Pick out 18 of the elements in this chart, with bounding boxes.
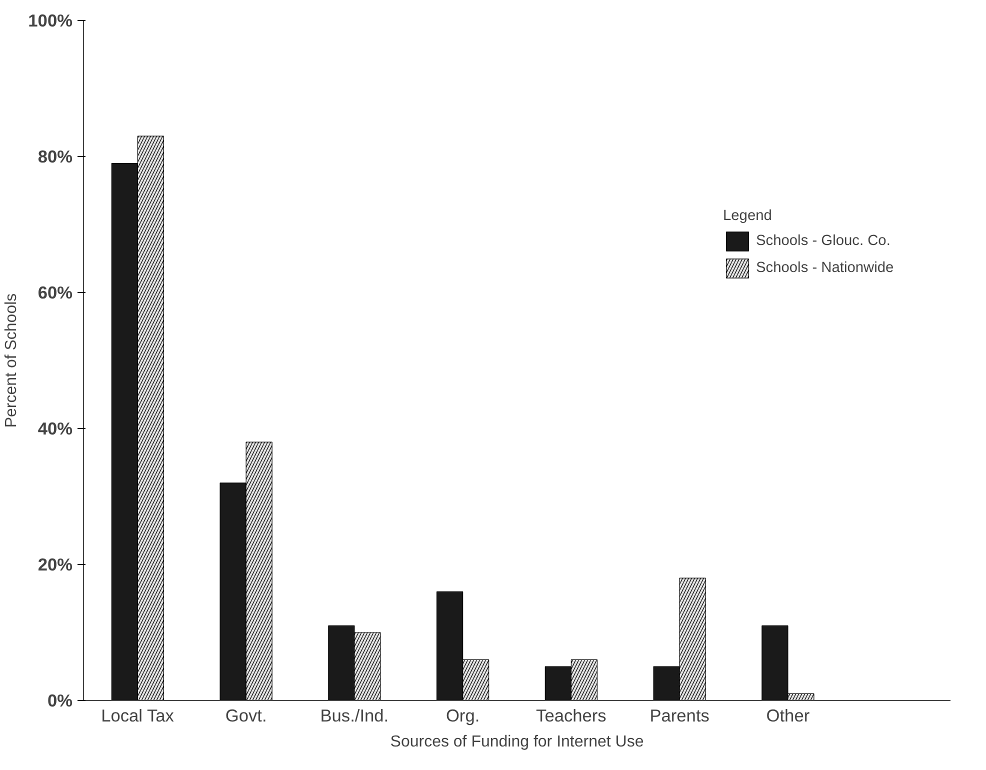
x-tick-label: Govt. bbox=[225, 706, 267, 726]
legend-label: Schools - Nationwide bbox=[756, 260, 894, 276]
y-axis-title: Percent of Schools bbox=[3, 293, 20, 428]
x-tick-label: Local Tax bbox=[101, 706, 174, 726]
x-tick-label: Parents bbox=[650, 706, 710, 726]
y-tick-label: 60% bbox=[38, 282, 73, 302]
y-tick-label: 80% bbox=[38, 146, 73, 166]
x-tick-label: Teachers bbox=[536, 706, 607, 726]
y-tick-label: 20% bbox=[38, 554, 73, 574]
x-tick-label: Org. bbox=[446, 706, 480, 726]
x-axis-title: Sources of Funding for Internet Use bbox=[390, 734, 644, 750]
x-tick-label: Other bbox=[766, 706, 810, 726]
x-tick-label: Bus./Ind. bbox=[320, 706, 389, 726]
legend-title: Legend bbox=[723, 208, 773, 224]
legend-label: Schools - Glouc. Co. bbox=[756, 233, 890, 249]
y-tick-label: 0% bbox=[47, 690, 72, 710]
y-tick-label: 100% bbox=[28, 10, 73, 30]
y-tick-label: 40% bbox=[38, 418, 73, 438]
